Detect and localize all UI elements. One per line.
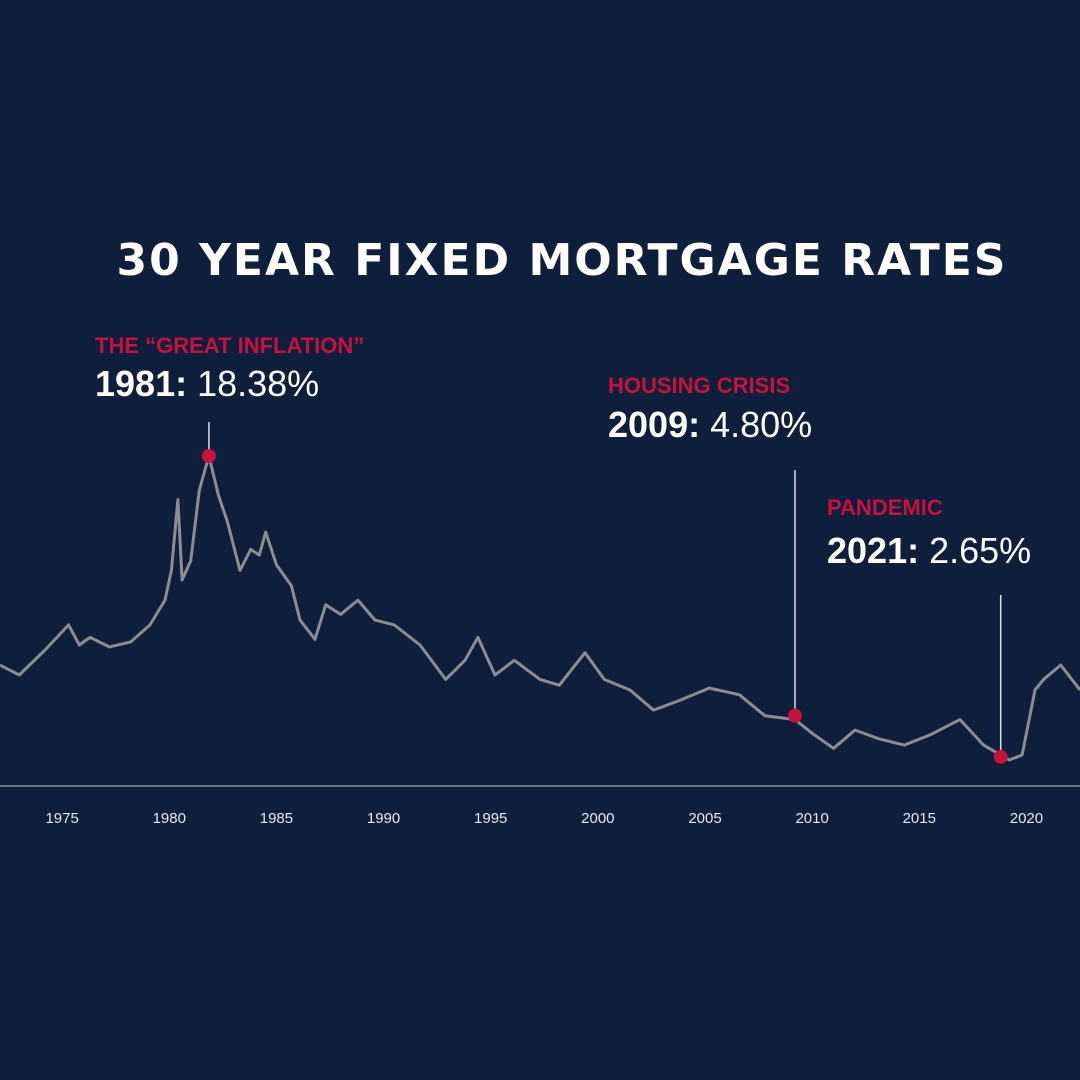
- x-tick-label: 1985: [260, 810, 293, 827]
- annotation-year: 2009:: [608, 404, 700, 445]
- x-tick-label: 1980: [153, 810, 186, 827]
- annotation-dot: [993, 749, 1008, 764]
- x-tick-label: 2010: [795, 810, 828, 827]
- annotation-label: THE “GREAT INFLATION”: [95, 333, 364, 358]
- annotation-number: 1981: 18.38%: [95, 363, 319, 404]
- annotation-label: PANDEMIC: [827, 495, 943, 520]
- chart-title: 30 YEAR FIXED MORTGAGE RATES: [116, 235, 1007, 286]
- annotation-value: 4.80%: [710, 404, 812, 445]
- x-tick-label: 2020: [1010, 810, 1043, 827]
- x-tick-label: 2005: [688, 810, 721, 827]
- x-tick-label: 1990: [367, 810, 400, 827]
- annotation-value: 18.38%: [197, 363, 319, 404]
- annotation-dot: [788, 708, 802, 723]
- x-tick-label: 1995: [474, 810, 507, 827]
- rate-line: [0, 454, 1080, 762]
- annotation-year: 2021:: [827, 530, 919, 571]
- annotation-label: HOUSING CRISIS: [608, 373, 790, 398]
- x-tick-label: 1975: [45, 810, 78, 827]
- annotation-dot: [201, 449, 216, 463]
- annotation-number: 2009: 4.80%: [608, 404, 812, 445]
- annotation-number: 2021: 2.65%: [827, 530, 1031, 571]
- x-tick-label: 2000: [581, 810, 614, 827]
- x-tick-label: 2015: [903, 810, 936, 827]
- annotation-value: 2.65%: [929, 530, 1031, 571]
- annotation-year: 1981:: [95, 363, 187, 404]
